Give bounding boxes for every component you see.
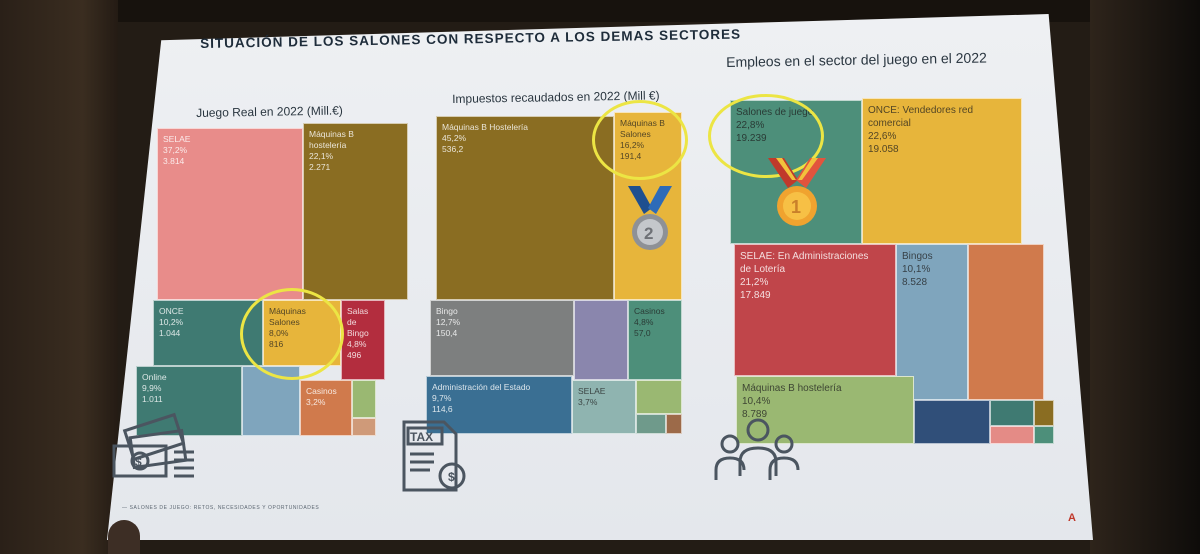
chart2-cell-green bbox=[636, 380, 682, 414]
chart2-label-hosteleria: Máquinas B Hostelería 45,2% 536,2 bbox=[442, 122, 528, 154]
chart1-cell-casinos: Casinos 3,2% bbox=[300, 380, 352, 436]
room-wall-left bbox=[0, 0, 118, 554]
svg-text:$: $ bbox=[448, 470, 455, 484]
chart3-cell-green-small bbox=[1034, 426, 1054, 444]
chart1-label-once: ONCE 10,2% 1.044 bbox=[159, 306, 184, 338]
chart2-cell-small-b bbox=[666, 414, 682, 434]
chart2-cell-casinos: Casinos 4,8% 57,0 bbox=[628, 300, 682, 380]
chart3-label-selae: SELAE: En Administraciones de Lotería 21… bbox=[740, 251, 869, 301]
chart3-cell-teal-small bbox=[990, 400, 1034, 426]
silver-medal-number: 2 bbox=[644, 224, 653, 243]
chart2-cell-lavender bbox=[574, 300, 628, 380]
chart1-label-casinos: Casinos 3,2% bbox=[306, 386, 337, 407]
chart2-label-bingo: Bingo 12,7% 150,4 bbox=[436, 306, 461, 338]
chart2-cell-admin: Administración del Estado 9,7% 114,6 bbox=[426, 376, 572, 434]
chart3-cell-orange bbox=[968, 244, 1044, 400]
chart1-highlight-circle bbox=[240, 288, 344, 380]
chart1-title: Juego Real en 2022 (Mill.€) bbox=[196, 103, 343, 120]
chart2-cell-hosteleria: Máquinas B Hostelería 45,2% 536,2 bbox=[436, 116, 614, 300]
chart3-cell-selae: SELAE: En Administraciones de Lotería 21… bbox=[734, 244, 896, 376]
gold-medal-icon: 1 bbox=[768, 158, 826, 226]
chart2-cell-selae: SELAE 3,7% bbox=[572, 380, 636, 434]
chart1-cell-small bbox=[352, 418, 376, 436]
chart2-label-selae: SELAE 3,7% bbox=[578, 386, 606, 407]
chart1-label-hosteleria: Máquinas B hostelería 22,1% 2.271 bbox=[309, 129, 354, 172]
chart2-label-admin: Administración del Estado 9,7% 114,6 bbox=[432, 382, 531, 414]
chart1-label-online: Online 9,9% 1.011 bbox=[142, 372, 167, 404]
chart1-cell-selae: SELAE 37,2% 3.814 bbox=[157, 128, 303, 300]
gold-medal-number: 1 bbox=[791, 197, 801, 217]
audience-person bbox=[108, 520, 140, 554]
chart3-cell-navy bbox=[914, 400, 990, 444]
chart2-label-casinos: Casinos 4,8% 57,0 bbox=[634, 306, 665, 338]
workers-icon bbox=[714, 418, 800, 480]
chart1-cell-online: Online 9,9% 1.011 bbox=[136, 366, 242, 436]
chart3-cell-bingos: Bingos 10,1% 8.528 bbox=[896, 244, 968, 400]
tax-document-icon: TAX $ bbox=[402, 420, 466, 492]
slide-logo: A bbox=[1068, 512, 1076, 524]
chart1-cell-green bbox=[352, 380, 376, 418]
chart3-label-bingos: Bingos 10,1% 8.528 bbox=[902, 251, 933, 288]
money-icon: $ bbox=[112, 412, 194, 478]
chart1-cell-hosteleria: Máquinas B hostelería 22,1% 2.271 bbox=[303, 123, 408, 300]
chart2-highlight-circle bbox=[592, 100, 688, 180]
chart1-cell-once: ONCE 10,2% 1.044 bbox=[153, 300, 263, 366]
chart1-label-bingo: Salas de Bingo 4,8% 496 bbox=[347, 306, 369, 360]
chart3-cell-hosteleria: Máquinas B hostelería 10,4% 8.789 bbox=[736, 376, 914, 444]
chart3-cell-pink-small bbox=[990, 426, 1034, 444]
silver-medal-icon: 2 bbox=[628, 186, 672, 250]
chart3-label-hosteleria: Máquinas B hostelería 10,4% 8.789 bbox=[742, 383, 842, 420]
room-wall-right bbox=[1090, 0, 1200, 554]
chart2-cell-bingo: Bingo 12,7% 150,4 bbox=[430, 300, 574, 376]
svg-text:$: $ bbox=[135, 455, 142, 469]
chart3-cell-once: ONCE: Vendedores red comercial 22,6% 19.… bbox=[862, 98, 1022, 244]
chart3-highlight-circle bbox=[708, 94, 824, 178]
chart3-label-once: ONCE: Vendedores red comercial 22,6% 19.… bbox=[868, 105, 974, 155]
tax-icon-text: TAX bbox=[410, 430, 433, 444]
chart1-cell-bingo: Salas de Bingo 4,8% 496 bbox=[341, 300, 385, 380]
slide-footer: — SALONES DE JUEGO: RETOS, NECESIDADES Y… bbox=[122, 505, 320, 511]
chart3-cell-brown-small bbox=[1034, 400, 1054, 426]
chart2-cell-small-a bbox=[636, 414, 666, 434]
room-ceiling bbox=[0, 0, 1200, 22]
chart1-label-selae: SELAE 37,2% 3.814 bbox=[163, 134, 191, 166]
